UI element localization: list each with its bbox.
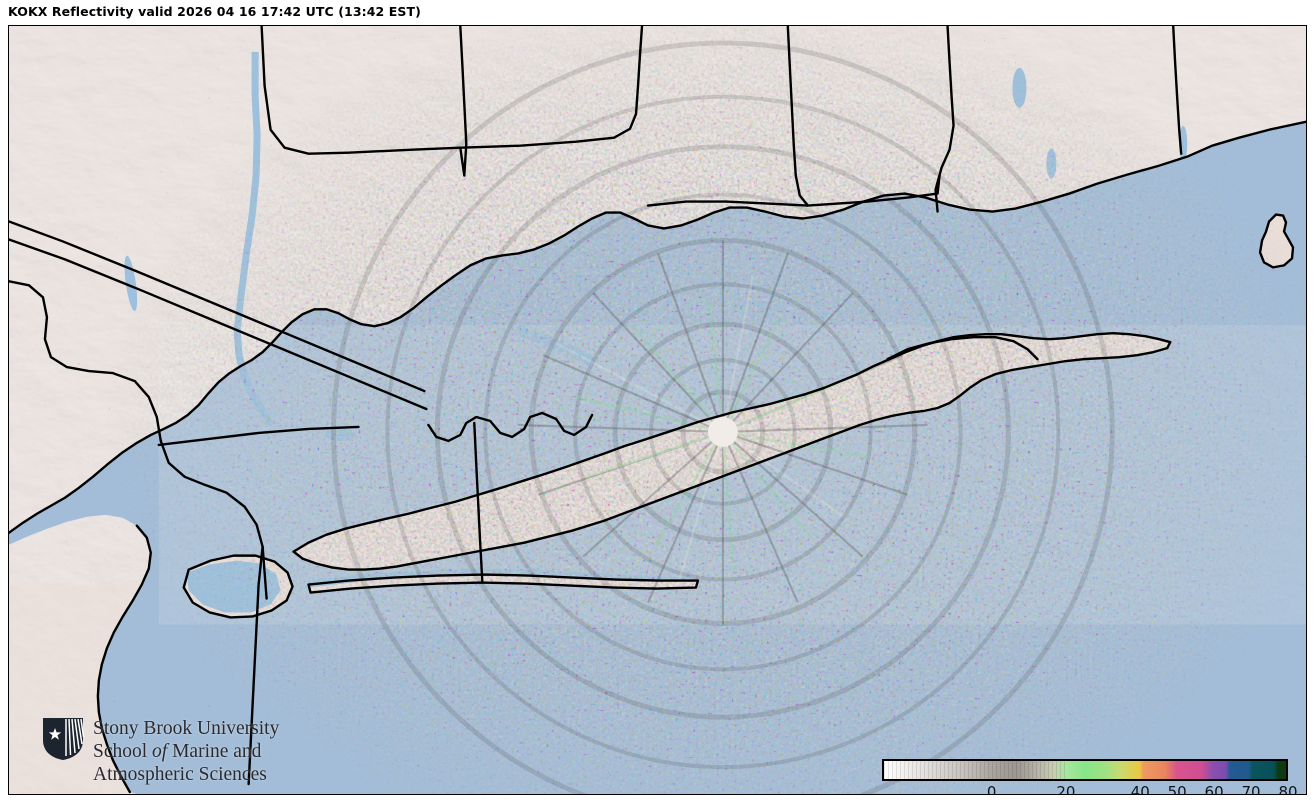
coastline-li-harbors	[427, 411, 594, 443]
page-title: KOKX Reflectivity valid 2026 04 16 17:42…	[8, 4, 421, 19]
boundary-nassau-suffolk	[473, 421, 484, 582]
coastline-ny-harbor	[182, 554, 294, 619]
boundary-upper-5	[934, 26, 955, 213]
boundary-upper-8	[646, 200, 809, 207]
coastline-li-forks	[886, 335, 1039, 361]
radar-echo-field	[9, 26, 1306, 794]
colorbar-gradient	[884, 761, 1286, 779]
radar-radial-spokes	[518, 240, 928, 625]
coastline-sound-north	[9, 120, 1306, 534]
colorbar-tick-20: 20	[1056, 783, 1076, 795]
boundary-upper-7	[1172, 26, 1183, 155]
boundary-upper-6	[806, 174, 941, 207]
boundary-upper-4	[786, 26, 809, 207]
colorbar-tick-50: 50	[1167, 783, 1187, 795]
boundary-upper-2	[459, 26, 468, 177]
boundary-nj-internal-2	[247, 545, 264, 786]
coastline-li-south	[292, 332, 1172, 560]
colorbar-gradient-frame	[882, 759, 1288, 781]
political-boundaries	[9, 26, 1306, 794]
boundary-upper-3	[459, 26, 644, 149]
coastline-nj-south	[96, 524, 152, 794]
colorbar-tick-0: 0	[986, 783, 997, 795]
radar-map-panel[interactable]: Stony Brook University School of Marine …	[8, 25, 1307, 795]
coastline-barrier-beach	[307, 573, 700, 594]
boundary-nj-internal-1	[157, 425, 360, 447]
echo-blocks-sparse	[9, 26, 1306, 794]
colorbar-tick-70: 70	[1241, 783, 1261, 795]
title-bar: KOKX Reflectivity valid 2026 04 16 17:42…	[0, 0, 1316, 25]
boundary-nj-ny-1	[9, 220, 426, 393]
colorbar-tick-40: 40	[1130, 783, 1150, 795]
boundary-nj-pa	[9, 280, 268, 600]
radar-range-rings	[331, 40, 1115, 794]
radar-map-canvas[interactable]	[9, 26, 1306, 794]
colorbar-tick-labels: 0 20 40 50 60 70 80	[882, 783, 1298, 795]
colorbar-tick-60: 60	[1204, 783, 1224, 795]
coastline-block-island	[1258, 213, 1295, 269]
boundary-upper-1	[260, 26, 462, 155]
coastline-li-north	[301, 340, 1172, 571]
colorbar-class-bands	[884, 761, 1065, 779]
radar-site-cone-of-silence	[707, 416, 738, 447]
reflectivity-colorbar: 0 20 40 50 60 70 80	[882, 759, 1298, 795]
boundary-nj-ny-2	[9, 238, 428, 411]
colorbar-tick-80: 80	[1278, 783, 1298, 795]
